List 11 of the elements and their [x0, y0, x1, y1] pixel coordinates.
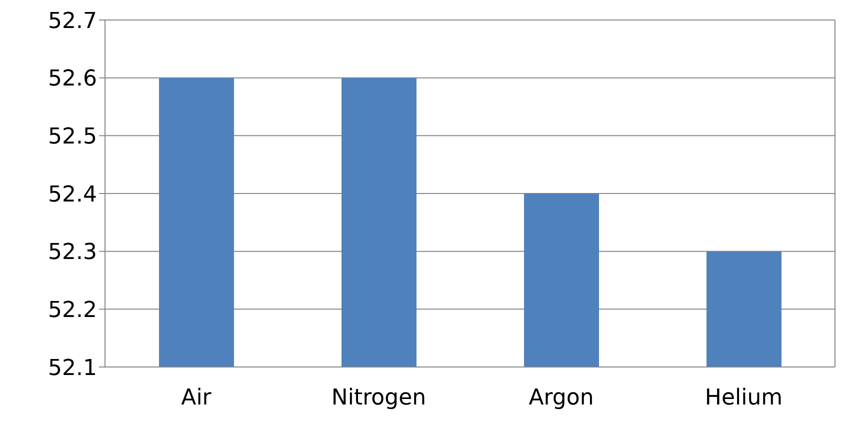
x-tick-label: Nitrogen — [331, 386, 426, 411]
y-tick-label: 52.6 — [48, 66, 97, 92]
x-tick-label: Helium — [704, 386, 783, 411]
y-tick-label: 52.7 — [48, 8, 97, 34]
x-tick-label: Air — [181, 386, 212, 411]
y-tick-label: 52.1 — [48, 356, 97, 381]
y-tick-label: 52.3 — [48, 240, 97, 266]
y-tick-label: 52.4 — [48, 182, 97, 208]
x-tick-label: Argon — [528, 386, 594, 411]
y-tick-label: 52.5 — [48, 124, 97, 150]
y-tick-label: 52.2 — [48, 298, 97, 323]
